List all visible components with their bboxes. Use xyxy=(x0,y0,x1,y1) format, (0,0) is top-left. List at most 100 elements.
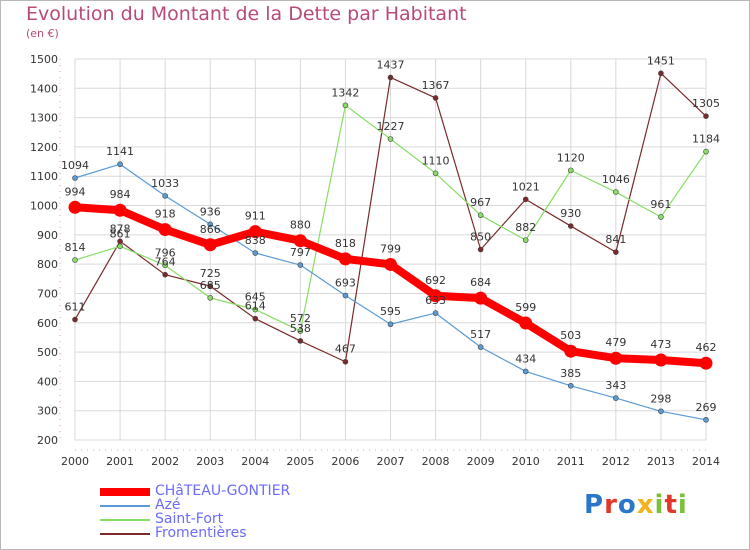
data-point xyxy=(162,271,168,278)
data-label: 967 xyxy=(470,196,491,209)
data-point xyxy=(522,368,529,375)
data-label: 1094 xyxy=(61,159,89,172)
legend-label: Saint-Fort xyxy=(155,511,224,527)
logo-letter: i xyxy=(654,490,665,520)
data-label: 503 xyxy=(560,329,581,342)
data-label: 692 xyxy=(425,274,446,287)
logo-letter: o xyxy=(617,490,637,520)
data-point xyxy=(203,238,217,252)
y-tick-label: 600 xyxy=(37,317,58,330)
data-point xyxy=(703,113,709,119)
data-point xyxy=(162,193,168,199)
data-point xyxy=(117,243,123,250)
data-point xyxy=(297,338,304,344)
data-point xyxy=(207,221,214,228)
data-point xyxy=(293,234,307,248)
data-label: 878 xyxy=(110,222,131,235)
y-tick-label: 500 xyxy=(37,346,58,359)
data-label: 685 xyxy=(200,279,221,292)
y-tick-label: 1200 xyxy=(30,141,58,154)
legend-swatch xyxy=(100,505,150,507)
data-point xyxy=(342,358,349,365)
data-label: 1120 xyxy=(557,151,585,164)
data-point xyxy=(522,196,529,203)
logo-letter: r xyxy=(604,490,618,520)
data-point xyxy=(297,328,304,334)
data-point xyxy=(158,223,172,237)
data-point xyxy=(519,316,533,330)
data-point xyxy=(477,344,484,350)
data-point xyxy=(338,252,352,266)
x-tick-label: 2006 xyxy=(331,455,359,468)
data-label: 1305 xyxy=(692,97,720,110)
data-point xyxy=(252,250,259,256)
data-point xyxy=(432,170,439,177)
data-point xyxy=(564,344,578,358)
x-tick-label: 2004 xyxy=(241,455,269,468)
data-label: 538 xyxy=(290,322,311,335)
data-label: 866 xyxy=(200,223,221,236)
data-label: 595 xyxy=(380,305,401,318)
data-label: 599 xyxy=(515,301,536,314)
data-label: 572 xyxy=(290,312,311,325)
data-point xyxy=(387,136,394,142)
data-label: 1367 xyxy=(422,79,450,92)
data-point xyxy=(654,353,668,367)
x-tick-label: 2009 xyxy=(467,455,495,468)
data-label: 633 xyxy=(425,294,446,307)
y-tick-label: 700 xyxy=(37,287,58,300)
data-label: 517 xyxy=(470,328,491,341)
data-point xyxy=(613,189,619,195)
data-point xyxy=(567,167,574,174)
data-point xyxy=(113,203,127,217)
data-point xyxy=(387,321,394,328)
x-tick-label: 2012 xyxy=(602,455,630,468)
y-tick-label: 1100 xyxy=(30,170,58,183)
data-point xyxy=(68,200,82,214)
data-label: 1184 xyxy=(692,133,720,146)
x-tick-label: 2007 xyxy=(377,455,405,468)
data-point xyxy=(342,292,349,299)
data-point xyxy=(699,356,713,370)
data-label: 918 xyxy=(155,208,176,221)
data-point xyxy=(117,161,123,168)
data-label: 911 xyxy=(245,210,266,223)
data-label: 994 xyxy=(65,185,86,198)
data-label: 1033 xyxy=(151,177,179,190)
logo-letter: i xyxy=(677,490,688,520)
data-point xyxy=(384,257,397,271)
data-point xyxy=(567,382,574,389)
logo-letter: t xyxy=(664,490,678,520)
data-point xyxy=(522,237,529,243)
logo-letter: x xyxy=(636,490,655,520)
data-label: 1342 xyxy=(331,86,359,99)
data-label: 385 xyxy=(560,367,581,380)
data-point xyxy=(703,416,709,423)
data-point xyxy=(207,295,214,301)
data-point xyxy=(252,306,259,313)
series-lines xyxy=(68,70,713,423)
x-tick-label: 2010 xyxy=(512,455,540,468)
data-point xyxy=(613,395,619,401)
x-tick-label: 2000 xyxy=(61,455,89,468)
data-point xyxy=(248,225,262,239)
data-label: 611 xyxy=(65,301,86,314)
x-tick-label: 2005 xyxy=(286,455,314,468)
x-tick-label: 2003 xyxy=(196,455,224,468)
chart-unit-label: (en €) xyxy=(26,27,59,40)
data-label: 861 xyxy=(110,227,131,240)
data-label: 930 xyxy=(560,207,581,220)
data-label: 298 xyxy=(650,392,671,405)
data-label: 799 xyxy=(380,242,401,255)
data-point xyxy=(252,315,259,322)
data-label: 1227 xyxy=(377,120,405,133)
data-label: 936 xyxy=(200,205,221,218)
data-label: 984 xyxy=(110,188,131,201)
data-label: 841 xyxy=(605,233,626,246)
y-tick-label: 800 xyxy=(37,258,58,271)
data-labels: 611 878 764 725 614 538 467 1437 1367 850 1021 930 8… xyxy=(61,54,720,413)
data-label: 693 xyxy=(335,277,356,290)
axes: 200 300 400 500 600 700 800 900 1000 1100 1200 1300… xyxy=(30,53,720,468)
